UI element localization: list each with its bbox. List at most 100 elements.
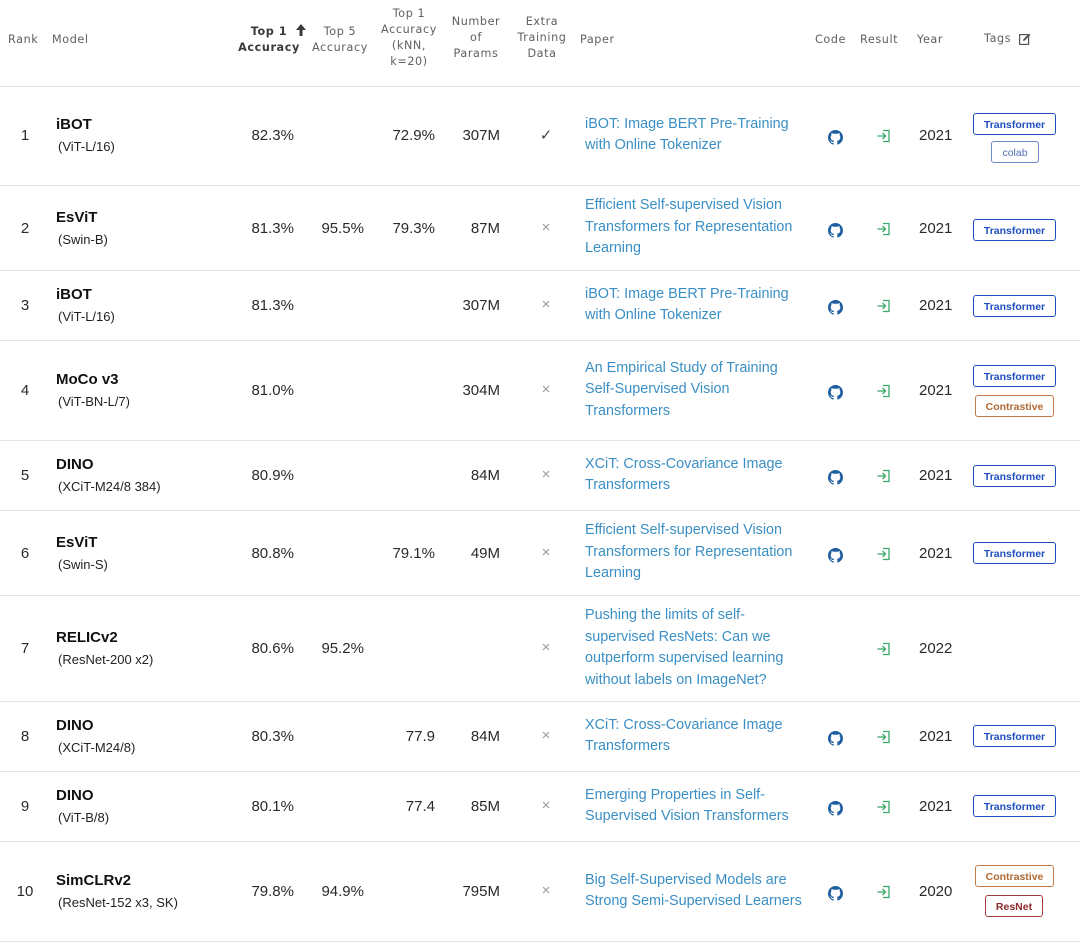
top1-accuracy-cell: 80.6% [251,640,294,657]
enter-result-icon[interactable] [876,799,892,815]
knn-accuracy-cell: 79.1% [392,544,435,562]
table-row: 10 SimCLRv2 (ResNet-152 x3, SK) 79.8% 94.9% 7… [0,842,1080,942]
top5-accuracy-cell: 94.9% [321,883,364,900]
model-header[interactable]: Model [52,33,89,46]
paper-link[interactable]: Pushing the limits of self-supervised Re… [585,607,784,688]
table-row: 8 DINO (XCiT-M24/8) 80.3% 77.9 84M × XCiT: Cros… [0,702,1080,772]
tag-transformer[interactable]: Transformer [973,465,1056,487]
tag-transformer[interactable]: Transformer [973,219,1056,241]
github-icon[interactable] [828,130,843,145]
enter-result-icon[interactable] [876,641,892,657]
paper-link[interactable]: Emerging Properties in Self-Supervised V… [585,786,789,825]
extra-data-header[interactable]: Extra Training Data [517,15,567,60]
paper-link[interactable]: iBOT: Image BERT Pre-Training with Onlin… [585,115,789,154]
table-row: 4 MoCo v3 (ViT-BN-L/7) 81.0% 304M × An Empiric… [0,341,1080,441]
tag-transformer[interactable]: Transformer [973,542,1056,564]
rank-cell: 6 [20,544,30,562]
tag-contrastive[interactable]: Contrastive [975,395,1054,417]
paper-link[interactable]: Efficient Self-supervised Vision Transfo… [585,522,793,582]
rank-cell: 7 [20,640,30,657]
model-name[interactable]: DINO [56,717,94,734]
model-name[interactable]: iBOT [56,116,92,133]
year-cell: 2021 [919,127,953,144]
enter-result-icon[interactable] [876,128,892,144]
github-icon[interactable] [828,470,843,485]
paper-link[interactable]: Big Self-Supervised Models are Strong Se… [585,871,802,910]
enter-result-icon[interactable] [876,298,892,314]
enter-result-icon[interactable] [876,468,892,484]
params-header[interactable]: Number of Params [451,15,501,60]
top1-accuracy-header[interactable]: Top 1 Accuracy [238,25,300,54]
top1-accuracy-cell: 80.3% [251,728,294,745]
model-variant: (ViT-L/16) [58,309,115,324]
github-icon[interactable] [828,300,843,315]
top1-accuracy-cell: 80.9% [251,467,294,484]
model-variant: (Swin-B) [58,231,108,247]
knn-accuracy-cell: 79.3% [392,219,435,237]
paper-link[interactable]: iBOT: Image BERT Pre-Training with Onlin… [585,285,789,324]
model-variant: (ViT-BN-L/7) [58,394,130,409]
tag-transformer[interactable]: Transformer [973,295,1056,317]
paper-link[interactable]: XCiT: Cross-Covariance Image Transformer… [585,455,783,494]
rank-header[interactable]: Rank [8,33,39,46]
table-row: 6 EsViT (Swin-S) 80.8% 79.1% 49M × Efficient Se… [0,511,1080,596]
top1-accuracy-cell: 79.8% [251,883,294,900]
enter-result-icon[interactable] [876,884,892,900]
top1-accuracy-cell: 81.3% [251,297,294,314]
model-name[interactable]: SimCLRv2 [56,872,132,889]
model-name[interactable]: iBOT [56,286,92,303]
model-variant: (Swin-S) [58,556,108,572]
paper-link[interactable]: An Empirical Study of Training Self-Supe… [585,359,778,419]
github-icon[interactable] [828,222,843,238]
extra-data-mark: × [541,381,551,398]
enter-result-icon[interactable] [876,383,892,399]
knn-accuracy-cell: 77.4 [405,798,435,815]
tag-transformer[interactable]: Transformer [973,725,1056,747]
model-variant: (ResNet-152 x3, SK) [58,895,178,910]
tag-resnet[interactable]: ResNet [985,895,1043,917]
enter-result-icon[interactable] [876,546,892,562]
model-name[interactable]: MoCo v3 [56,371,119,388]
tags-header: Tags [984,32,1012,45]
rank-cell: 10 [16,883,34,900]
paper-link[interactable]: XCiT: Cross-Covariance Image Transformer… [585,716,783,755]
enter-result-icon[interactable] [876,221,892,237]
params-cell: 49M [470,544,500,562]
edit-icon[interactable] [1019,33,1031,45]
model-variant: (XCiT-M24/8 384) [58,479,161,494]
github-icon[interactable] [828,547,843,563]
model-name[interactable]: DINO [56,787,94,804]
enter-result-icon[interactable] [876,729,892,745]
tag-transformer[interactable]: Transformer [973,113,1056,135]
paper-header: Paper [580,33,615,46]
year-header[interactable]: Year [917,33,944,46]
extra-data-mark: × [541,882,551,899]
tag-contrastive[interactable]: Contrastive [975,865,1054,887]
github-icon[interactable] [828,731,843,746]
github-icon[interactable] [828,801,843,816]
rank-cell: 2 [20,219,30,237]
model-name[interactable]: DINO [56,456,94,473]
top1-accuracy-cell: 82.3% [251,127,294,144]
extra-data-mark: ✓ [539,127,553,144]
top5-accuracy-header[interactable]: Top 5 Accuracy [312,25,368,54]
model-name[interactable]: EsViT [56,208,98,226]
year-cell: 2021 [919,219,953,237]
github-icon[interactable] [828,886,843,901]
model-variant: (XCiT-M24/8) [58,740,136,755]
arrow-up-icon[interactable] [296,24,306,36]
extra-data-mark: × [541,543,551,561]
rank-cell: 4 [20,382,30,399]
paper-link[interactable]: Efficient Self-supervised Vision Transfo… [585,197,793,257]
tag-colab[interactable]: colab [991,141,1039,163]
extra-data-mark: × [541,296,551,313]
year-cell: 2021 [919,798,953,815]
knn-accuracy-header[interactable]: Top 1 Accuracy (kNN, k=20) [381,7,437,68]
top5-accuracy-cell: 95.5% [321,219,364,237]
tag-transformer[interactable]: Transformer [973,795,1056,817]
tag-transformer[interactable]: Transformer [973,365,1056,387]
year-cell: 2021 [919,544,953,562]
model-name[interactable]: RELICv2 [56,629,118,646]
github-icon[interactable] [828,385,843,400]
model-name[interactable]: EsViT [56,533,98,551]
